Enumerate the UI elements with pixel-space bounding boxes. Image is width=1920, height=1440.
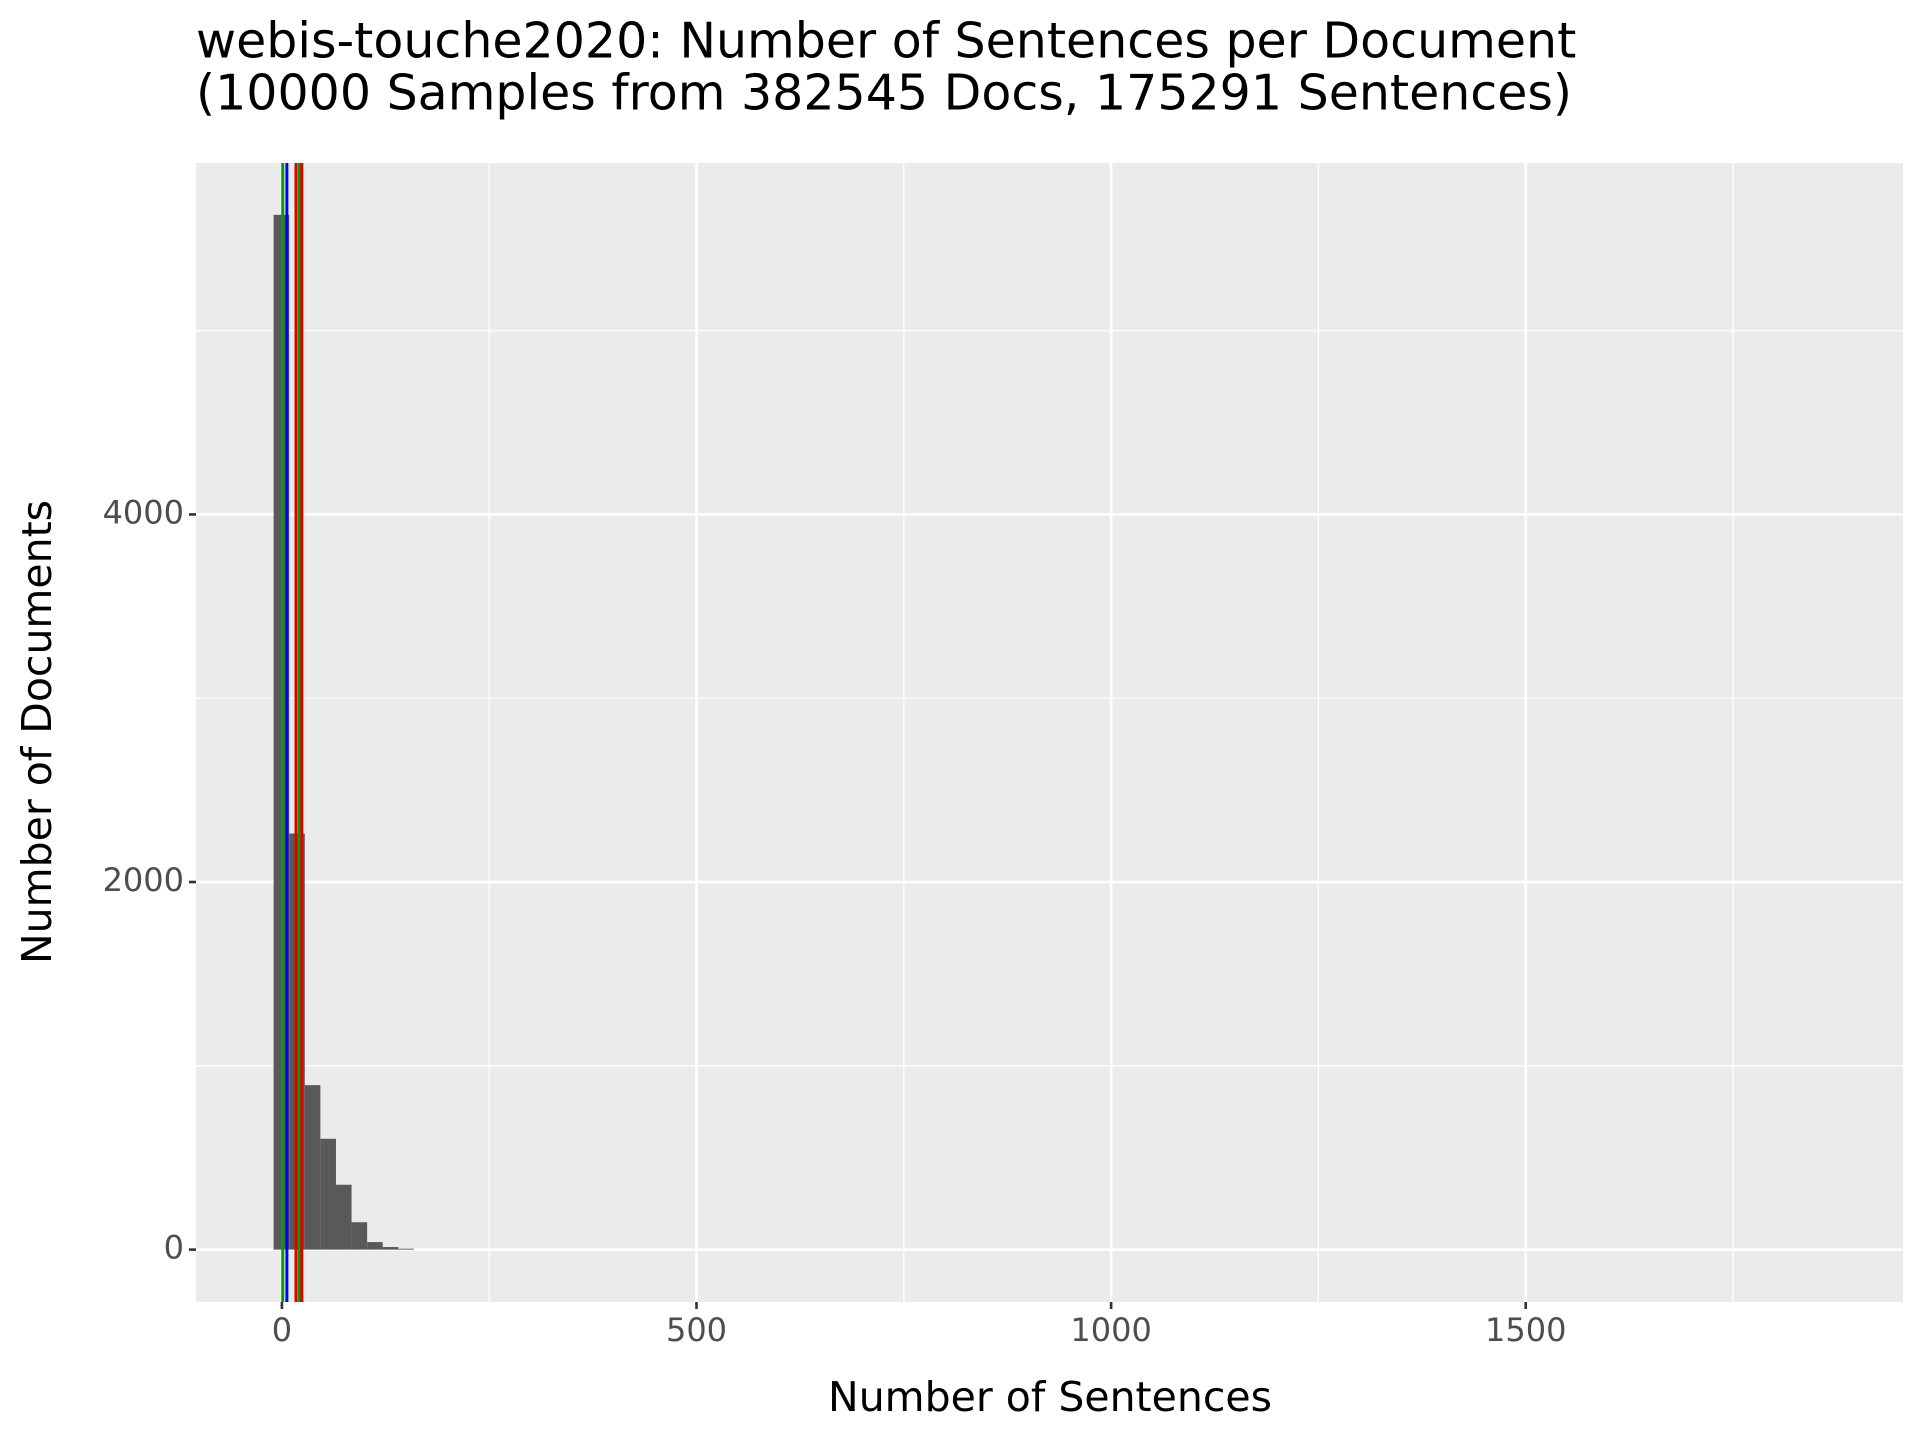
x-axis-label: Number of Sentences [828, 1373, 1272, 1421]
chart-title: webis-touche2020: Number of Sentences pe… [196, 13, 1576, 70]
bar [398, 1248, 414, 1250]
bar [335, 1184, 352, 1250]
x-tick-label: 1000 [1070, 1311, 1151, 1349]
bar [320, 1138, 336, 1250]
x-tick-label: 0 [272, 1311, 292, 1349]
y-axis-label: Number of Documents [13, 500, 61, 964]
y-tick-label: 4000 [103, 493, 184, 531]
bar [382, 1247, 399, 1250]
x-tick-label: 500 [666, 1311, 727, 1349]
chart-subtitle: (10000 Samples from 382545 Docs, 175291 … [196, 65, 1572, 122]
bar [304, 1085, 321, 1250]
bar [367, 1242, 383, 1250]
x-tick-label: 1500 [1485, 1311, 1566, 1349]
bar [351, 1222, 368, 1250]
y-tick-label: 0 [164, 1229, 184, 1267]
y-tick-label: 2000 [103, 861, 184, 899]
panel [196, 163, 1903, 1302]
